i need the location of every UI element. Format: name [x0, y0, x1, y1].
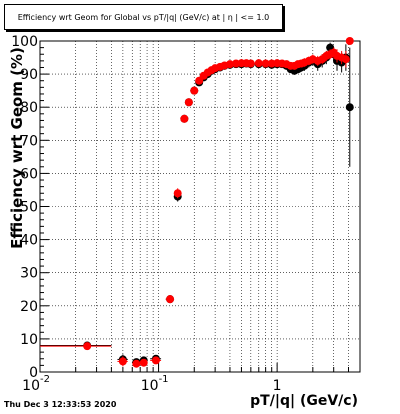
y-tick-label: 0: [29, 365, 38, 381]
series-group: [40, 37, 354, 368]
y-tick-label: 70: [20, 133, 38, 149]
data-point: [139, 358, 148, 367]
data-point: [184, 98, 193, 107]
y-tick-label: 20: [20, 299, 38, 315]
x-tick-label: 10: [22, 378, 40, 394]
data-point: [173, 189, 182, 198]
data-point: [341, 55, 350, 64]
data-point: [246, 59, 255, 68]
data-point: [118, 357, 127, 366]
data-point: [166, 295, 175, 304]
y-tick-label: 40: [20, 233, 38, 249]
x-axis-label: pT/|q| (GeV/c): [250, 393, 358, 409]
y-tick-label: 90: [20, 67, 38, 83]
plot-title: Efficiency wrt Geom for Global vs pT/|q|…: [17, 12, 270, 22]
y-axis-label: Efficiency wrt Geom (%): [8, 47, 26, 249]
y-tick-label: 10: [20, 332, 38, 348]
x-tick-label: 10: [141, 378, 159, 394]
plot-title-box: Efficiency wrt Geom for Global vs pT/|q|…: [4, 4, 283, 30]
data-series: [40, 37, 354, 368]
data-point: [132, 359, 141, 368]
y-tick-label: 30: [20, 266, 38, 282]
data-point: [345, 103, 354, 112]
data-point: [151, 356, 160, 365]
x-tick-label-exponent: -1: [159, 374, 169, 385]
data-point: [345, 37, 354, 45]
data-point: [225, 60, 234, 69]
data-point: [180, 114, 189, 123]
y-tick-label: 50: [20, 200, 38, 216]
y-tick-label: 60: [20, 166, 38, 182]
data-point: [254, 59, 263, 68]
data-point: [83, 342, 92, 351]
y-tick-label: 100: [11, 34, 38, 50]
data-point: [190, 86, 199, 95]
x-tick-label: 1: [273, 378, 282, 394]
x-tick-label-exponent: -2: [40, 374, 50, 385]
grid: [40, 41, 360, 372]
data-point: [261, 59, 270, 68]
y-tick-label: 80: [20, 100, 38, 116]
timestamp: Thu Dec 3 12:33:53 2020: [4, 400, 117, 409]
axis-ticks: [39, 40, 361, 373]
